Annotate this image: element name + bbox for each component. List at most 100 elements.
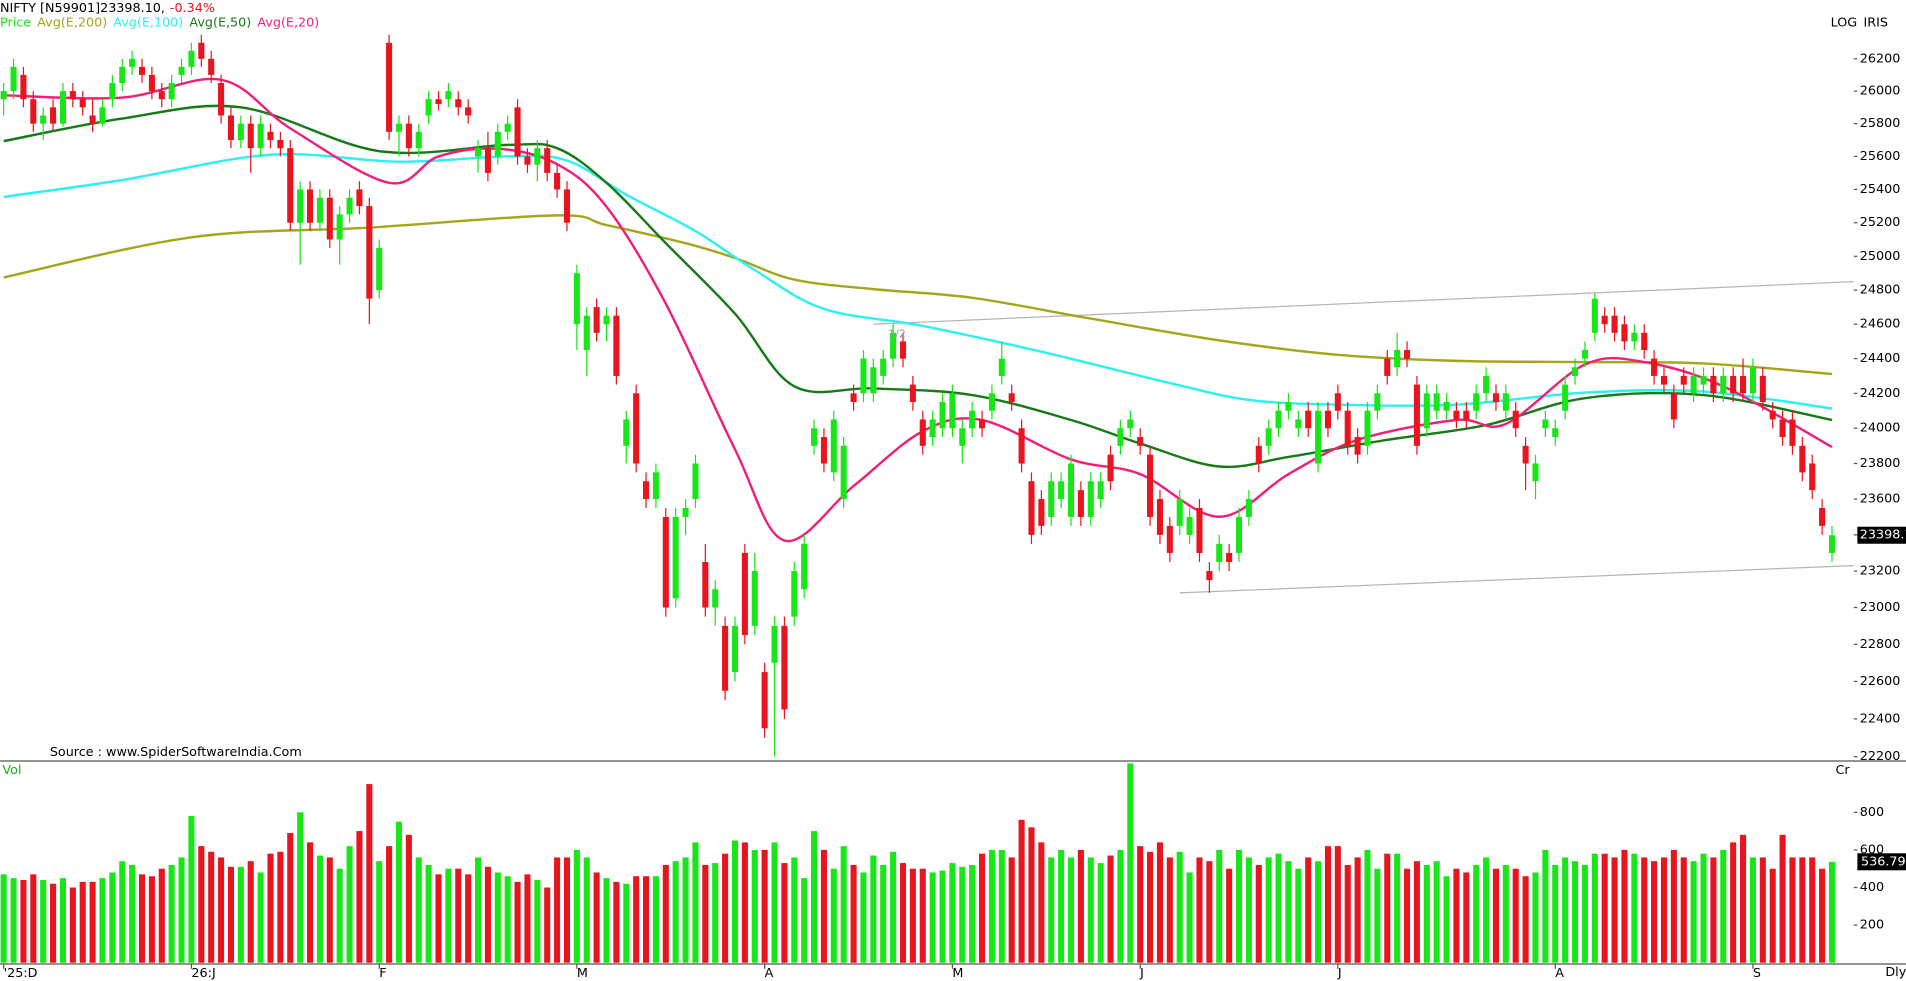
volume-bar (672, 861, 679, 963)
volume-bar (237, 866, 244, 963)
volume-bar (1759, 857, 1766, 963)
volume-bar (514, 881, 521, 963)
candle-body (1532, 463, 1539, 482)
volume-bar (1423, 864, 1430, 963)
candle-body (1670, 393, 1677, 420)
last-price-box (1857, 526, 1906, 544)
volume-bar (1532, 872, 1539, 963)
volume-bar (1809, 857, 1816, 963)
candle-body (198, 42, 205, 59)
volume-bar (30, 874, 37, 963)
candle-body (1038, 499, 1045, 526)
candle-body (277, 139, 284, 149)
volume-bar (712, 863, 719, 963)
candle-body (771, 625, 778, 663)
trendline (873, 281, 1854, 325)
candle-body (366, 206, 373, 299)
candle-body (1730, 375, 1737, 394)
candle-body (1571, 367, 1579, 376)
candle-body (969, 410, 976, 429)
volume-bar (1206, 861, 1213, 963)
volume-bar (1186, 872, 1193, 963)
candle-body (1206, 571, 1213, 581)
volume-bar (761, 849, 768, 963)
candle-body (1581, 350, 1588, 359)
candle-body (1295, 419, 1302, 429)
candle-body (1008, 393, 1015, 403)
volume-bar (1315, 861, 1322, 963)
candle-body (0, 91, 7, 100)
candle-body (554, 172, 561, 190)
candle-body (1186, 516, 1193, 535)
candle-body (1453, 410, 1460, 420)
y-tick-label: 23600 (1860, 492, 1901, 507)
volume-bar (1265, 857, 1272, 963)
volume-bar (1374, 868, 1381, 963)
candle-body (1048, 481, 1055, 517)
volume-bar (366, 784, 373, 963)
candle-body (731, 625, 739, 673)
x-tick-label: J (1337, 966, 1342, 981)
volume-bar (554, 857, 561, 963)
volume-bar (425, 864, 432, 963)
legend-entry: Avg(E,100) (113, 16, 183, 31)
candle-body (1651, 358, 1658, 376)
volume-bar (1512, 868, 1519, 963)
candle-body (712, 589, 719, 608)
candle-body (1720, 375, 1727, 394)
candle-body (148, 74, 155, 92)
volume-bar (326, 857, 333, 963)
y-tick-label: 800 (1860, 805, 1884, 820)
volume-bar (860, 872, 867, 963)
candle-body (603, 315, 610, 325)
candle-body (623, 419, 630, 446)
candle-body (455, 99, 462, 108)
volume-bar (702, 864, 709, 963)
legend-entry: Avg(E,50) (189, 16, 251, 31)
candle-body (1305, 410, 1312, 429)
candle-body (465, 107, 472, 116)
volume-bar (741, 842, 748, 963)
candle-body (1374, 393, 1381, 411)
candle-body (1680, 375, 1687, 385)
x-tick-label: M (952, 966, 963, 981)
candle-body (1552, 428, 1559, 438)
volume-bar (386, 846, 393, 963)
candle-body (830, 419, 837, 473)
candle-body (722, 625, 729, 691)
volume-bar (1492, 868, 1500, 963)
volume-bar (840, 846, 847, 963)
volume-bar (465, 874, 472, 963)
candle-body (1334, 393, 1341, 411)
annotation: 1/2 (888, 328, 906, 341)
volume-bar (168, 864, 175, 963)
candle-body (563, 189, 571, 223)
candle-body (1779, 419, 1786, 438)
volume-bar (1077, 849, 1084, 963)
volume-bar (682, 857, 689, 963)
candle-body (820, 437, 827, 464)
volume-bar (287, 832, 294, 963)
volume-bar (1008, 857, 1015, 963)
candle-body (1216, 543, 1223, 562)
volume-bar (1324, 846, 1332, 963)
candle-body (1433, 393, 1440, 411)
candle-body (1512, 410, 1519, 429)
volume-bar (998, 849, 1005, 963)
y-tick-label: 200 (1860, 918, 1884, 933)
volume-bar (247, 861, 254, 963)
volume-bar (1354, 857, 1361, 963)
candle-body (544, 148, 551, 173)
candle-body (1265, 428, 1272, 446)
candle-body (979, 419, 986, 429)
y-tick-label: 23000 (1860, 600, 1901, 615)
volume-bar (1127, 763, 1134, 963)
volume-bar (1581, 864, 1588, 963)
candle-body (613, 315, 620, 376)
candle-body (50, 107, 57, 124)
volume-bar (198, 846, 205, 963)
candle-body (1097, 481, 1104, 500)
candle-body (356, 189, 363, 207)
volume-bar (1690, 861, 1697, 963)
